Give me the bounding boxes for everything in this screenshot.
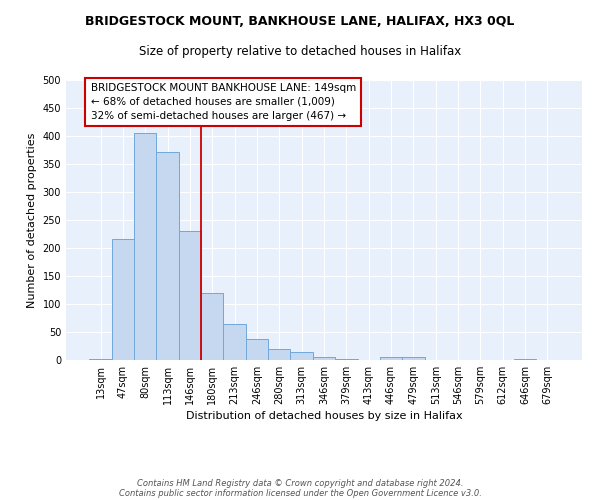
X-axis label: Distribution of detached houses by size in Halifax: Distribution of detached houses by size … xyxy=(185,411,463,421)
Bar xyxy=(246,340,268,360)
Bar xyxy=(157,152,179,360)
Bar xyxy=(89,359,112,360)
Text: Contains public sector information licensed under the Open Government Licence v3: Contains public sector information licen… xyxy=(119,488,481,498)
Bar xyxy=(313,356,335,360)
Bar xyxy=(134,133,157,360)
Text: BRIDGESTOCK MOUNT, BANKHOUSE LANE, HALIFAX, HX3 0QL: BRIDGESTOCK MOUNT, BANKHOUSE LANE, HALIF… xyxy=(85,15,515,28)
Bar xyxy=(335,359,358,360)
Bar xyxy=(179,231,201,360)
Bar xyxy=(290,352,313,360)
Bar xyxy=(223,324,246,360)
Y-axis label: Number of detached properties: Number of detached properties xyxy=(27,132,37,308)
Bar xyxy=(268,350,290,360)
Text: Size of property relative to detached houses in Halifax: Size of property relative to detached ho… xyxy=(139,45,461,58)
Bar xyxy=(380,357,402,360)
Bar xyxy=(514,359,536,360)
Bar xyxy=(402,357,425,360)
Bar xyxy=(112,239,134,360)
Text: BRIDGESTOCK MOUNT BANKHOUSE LANE: 149sqm
← 68% of detached houses are smaller (1: BRIDGESTOCK MOUNT BANKHOUSE LANE: 149sqm… xyxy=(91,83,356,121)
Bar xyxy=(201,293,223,360)
Text: Contains HM Land Registry data © Crown copyright and database right 2024.: Contains HM Land Registry data © Crown c… xyxy=(137,478,463,488)
